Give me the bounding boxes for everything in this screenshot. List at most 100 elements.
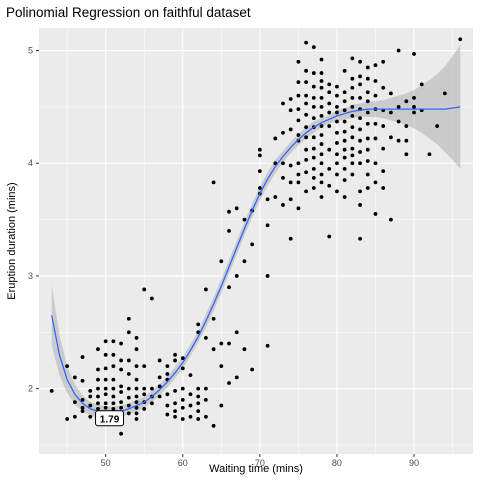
- x-axis-title: Waiting time (mins): [209, 463, 303, 475]
- data-point: [350, 85, 355, 90]
- data-point: [88, 394, 93, 399]
- data-point: [358, 127, 362, 132]
- data-point: [142, 392, 147, 397]
- data-point: [304, 189, 309, 194]
- data-point: [342, 108, 347, 113]
- data-point: [304, 112, 309, 117]
- data-point: [288, 127, 293, 132]
- data-point: [350, 161, 355, 166]
- data-point: [288, 197, 293, 202]
- data-point: [335, 93, 339, 98]
- data-point: [126, 372, 131, 376]
- data-point: [250, 242, 255, 247]
- data-point: [358, 82, 362, 87]
- data-point: [196, 417, 201, 421]
- x-tick-label: 90: [409, 458, 419, 468]
- data-point: [365, 136, 370, 141]
- y-tick-label: 5: [28, 46, 33, 56]
- data-point: [288, 163, 293, 168]
- data-point: [327, 90, 332, 95]
- data-point: [335, 84, 339, 89]
- data-point: [265, 274, 270, 278]
- data-point: [234, 206, 239, 211]
- data-point: [373, 121, 378, 126]
- data-point: [265, 223, 270, 228]
- data-point: [126, 395, 131, 400]
- data-point: [88, 403, 93, 408]
- data-point: [327, 124, 332, 128]
- data-point: [242, 259, 247, 264]
- data-point: [142, 287, 147, 292]
- data-point: [319, 161, 324, 166]
- data-point: [126, 403, 131, 408]
- data-point: [157, 384, 162, 389]
- data-point: [311, 166, 316, 171]
- data-point: [188, 373, 193, 378]
- data-point: [365, 65, 370, 70]
- data-point: [72, 375, 77, 380]
- data-point: [342, 178, 347, 183]
- data-point: [242, 347, 247, 352]
- data-point: [296, 161, 301, 166]
- data-point: [96, 394, 100, 399]
- x-tick-label: 70: [255, 458, 265, 468]
- data-point: [412, 110, 416, 115]
- data-point: [196, 394, 201, 399]
- data-point: [96, 401, 100, 406]
- data-point: [273, 136, 278, 141]
- data-point: [319, 133, 324, 137]
- data-point: [180, 366, 185, 371]
- data-point: [311, 45, 316, 50]
- data-point: [49, 388, 54, 393]
- data-point: [126, 386, 131, 391]
- data-point: [227, 209, 231, 214]
- data-point: [173, 401, 177, 406]
- data-point: [227, 341, 231, 346]
- data-point: [419, 82, 424, 87]
- annotations: 1.79: [95, 410, 125, 427]
- data-point: [342, 99, 347, 104]
- data-point: [111, 377, 116, 382]
- data-point: [257, 169, 262, 174]
- data-point: [335, 152, 339, 157]
- data-point: [196, 386, 201, 391]
- data-point: [304, 80, 309, 84]
- data-point: [381, 169, 386, 174]
- data-point: [319, 142, 324, 146]
- data-point: [150, 401, 154, 406]
- data-point: [281, 203, 285, 207]
- data-point: [404, 124, 409, 128]
- data-point: [142, 386, 147, 391]
- data-points: [49, 37, 463, 436]
- data-point: [88, 388, 93, 393]
- data-point: [358, 74, 362, 79]
- data-point: [335, 189, 339, 194]
- data-point: [319, 85, 324, 90]
- data-point: [165, 392, 170, 397]
- data-point: [404, 152, 409, 157]
- data-point: [296, 80, 301, 84]
- data-point: [335, 104, 339, 109]
- data-point: [288, 97, 293, 101]
- data-point: [211, 423, 216, 428]
- data-point: [111, 407, 116, 411]
- data-point: [119, 405, 123, 410]
- data-point: [350, 153, 355, 158]
- data-point: [342, 195, 347, 199]
- data-point: [350, 104, 355, 109]
- x-axis: 50 60 70 80 90: [101, 454, 419, 468]
- data-point: [311, 84, 316, 89]
- data-point: [373, 93, 378, 98]
- data-point: [458, 37, 463, 42]
- data-point: [103, 377, 108, 382]
- data-point: [134, 377, 139, 382]
- data-point: [311, 95, 316, 100]
- data-point: [165, 412, 170, 417]
- data-point: [288, 108, 293, 113]
- data-point: [296, 206, 301, 211]
- data-point: [350, 76, 355, 81]
- data-point: [288, 180, 293, 185]
- data-point: [281, 101, 285, 106]
- data-point: [103, 392, 108, 397]
- data-point: [281, 175, 285, 180]
